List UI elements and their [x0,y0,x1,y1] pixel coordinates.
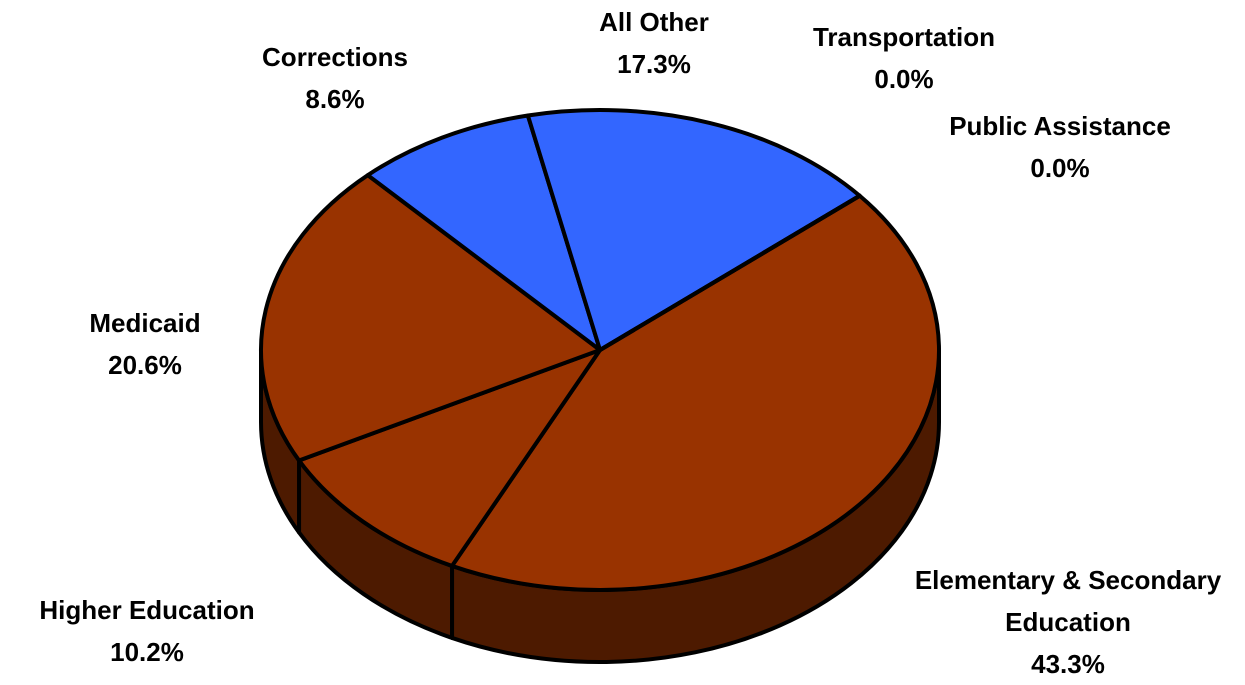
value-label: 10.2% [110,637,184,667]
value-label: 8.6% [305,84,365,114]
category-label: Transportation [812,22,995,52]
slice-label: Corrections 8.6% [225,36,445,120]
slice-label: Transportation 0.0% [774,16,1034,100]
value-label: 20.6% [108,350,182,380]
category-label: Public Assistance [949,111,1171,141]
category-label: All Other [599,7,709,37]
category-label: Higher Education [39,595,255,625]
slice-label: Higher Education 10.2% [0,589,297,673]
slice-label: All Other 17.3% [554,1,754,85]
category-label: Elementary & Secondary Education [914,565,1222,637]
slice [598,193,862,352]
category-label: Medicaid [89,308,201,338]
value-label: 43.3% [1031,649,1105,679]
slice-label: Public Assistance 0.0% [910,105,1210,189]
slice [450,193,941,592]
slice [297,348,602,568]
slice [365,113,602,352]
value-label: 0.0% [874,64,934,94]
value-label: 0.0% [1030,153,1090,183]
value-label: 17.3% [617,49,691,79]
slice-label: Medicaid 20.6% [45,302,245,386]
category-label: Corrections [262,42,408,72]
slice [525,108,862,352]
slice-label: Elementary & Secondary Education 43.3% [910,559,1226,685]
slice [259,173,602,463]
